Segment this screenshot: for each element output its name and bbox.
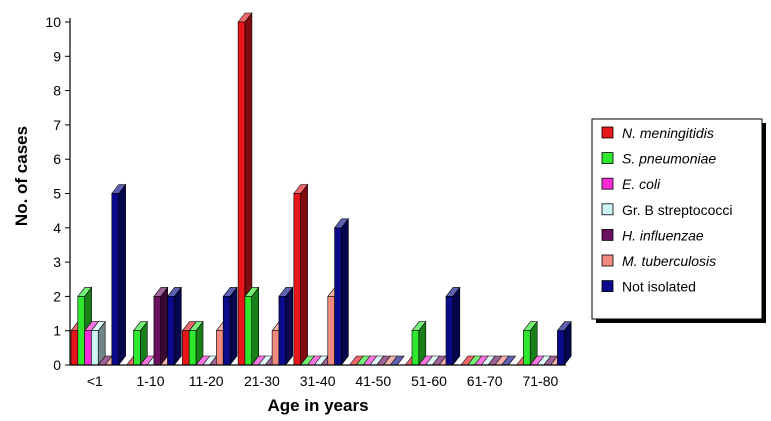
legend-swatch [601, 254, 614, 267]
y-tick-label: 0 [53, 357, 61, 373]
bar [90, 320, 106, 366]
bar [278, 286, 294, 366]
legend-swatch [601, 203, 614, 216]
legend-label: N. meningitidis [622, 125, 714, 141]
x-tick-label: 51-60 [411, 373, 447, 389]
bar-front [334, 227, 342, 366]
bar-front [133, 330, 141, 366]
bar [445, 286, 461, 366]
bar-front [77, 296, 85, 366]
legend-label: S. pneumoniae [622, 151, 716, 167]
bar [166, 286, 182, 366]
bar [556, 320, 572, 366]
bar-front [293, 193, 301, 366]
bar-front [182, 330, 190, 366]
bar-front [222, 296, 231, 366]
y-tick-label: 6 [53, 151, 61, 167]
bars-layer [70, 12, 572, 366]
axes-layer: 0 1 2 3 4 5 6 7 8 9 10 <1 1-10 11-20 21-30 31-40 41-50 51… [45, 14, 566, 389]
legend-label: M. tuberculosis [622, 253, 716, 269]
bar-front [411, 330, 420, 366]
bar-side [341, 217, 349, 366]
bar-front [91, 330, 99, 366]
x-tick-label: 41-50 [355, 373, 391, 389]
legend: N. meningitidis S. pneumoniae E. coli Gr. B… [591, 118, 766, 323]
legend-label: H. influenzae [622, 227, 704, 243]
x-tick-label: 71-80 [522, 373, 558, 389]
y-tick-label: 10 [45, 14, 61, 30]
bar-front [278, 296, 286, 366]
bar-front [237, 21, 246, 366]
bar-front [523, 330, 531, 366]
legend-swatch [601, 126, 614, 139]
bar-front [271, 330, 280, 366]
y-tick-label: 3 [53, 254, 61, 270]
y-tick-label: 8 [53, 83, 61, 99]
legend-label: Gr. B streptococci [622, 202, 732, 218]
x-axis-title: Age in years [267, 396, 368, 415]
y-tick-label: 2 [53, 288, 61, 304]
bar-front [70, 330, 79, 366]
bar [333, 217, 350, 366]
legend-swatch [601, 228, 614, 241]
bar-front [216, 330, 224, 366]
legend-box [591, 118, 763, 320]
legend-swatch [601, 280, 614, 293]
x-tick-label: 21-30 [244, 373, 280, 389]
bar-front [327, 296, 335, 366]
bar [222, 286, 238, 366]
bar-front [84, 330, 92, 366]
bar-side [300, 183, 308, 366]
bar-front [111, 193, 119, 366]
bar-side [229, 286, 238, 366]
bar-side [452, 286, 461, 366]
bar [132, 320, 148, 366]
bar-front [445, 296, 454, 366]
legend-label: Not isolated [622, 279, 696, 295]
legend-label: E. coli [622, 176, 661, 192]
bar [111, 183, 127, 366]
y-axis-title: No. of cases [12, 126, 31, 226]
x-tick-label: <1 [87, 373, 103, 389]
bar-front [167, 296, 175, 366]
x-tick-label: 31-40 [300, 373, 336, 389]
y-tick-label: 9 [53, 48, 61, 64]
bar [153, 286, 169, 366]
x-tick-label: 11-20 [189, 373, 224, 389]
bar-front [244, 296, 252, 366]
bar [522, 320, 538, 366]
bar-side [251, 286, 260, 366]
bar-side [285, 286, 294, 366]
x-tick-label: 1-10 [136, 373, 164, 389]
y-tick-label: 5 [53, 186, 61, 202]
bar-front [188, 330, 197, 366]
bar-side [118, 183, 126, 366]
bar-side [174, 286, 182, 366]
legend-swatch [601, 152, 614, 165]
legend-swatch [601, 177, 614, 190]
y-tick-label: 4 [53, 220, 61, 236]
x-tick-label: 61-70 [467, 373, 503, 389]
bar [293, 183, 309, 366]
y-tick-label: 7 [53, 117, 61, 133]
y-tick-label: 1 [53, 323, 61, 339]
bar-side [160, 286, 168, 366]
bar-front [557, 330, 565, 366]
bar [244, 286, 260, 366]
bar-front [153, 296, 161, 366]
